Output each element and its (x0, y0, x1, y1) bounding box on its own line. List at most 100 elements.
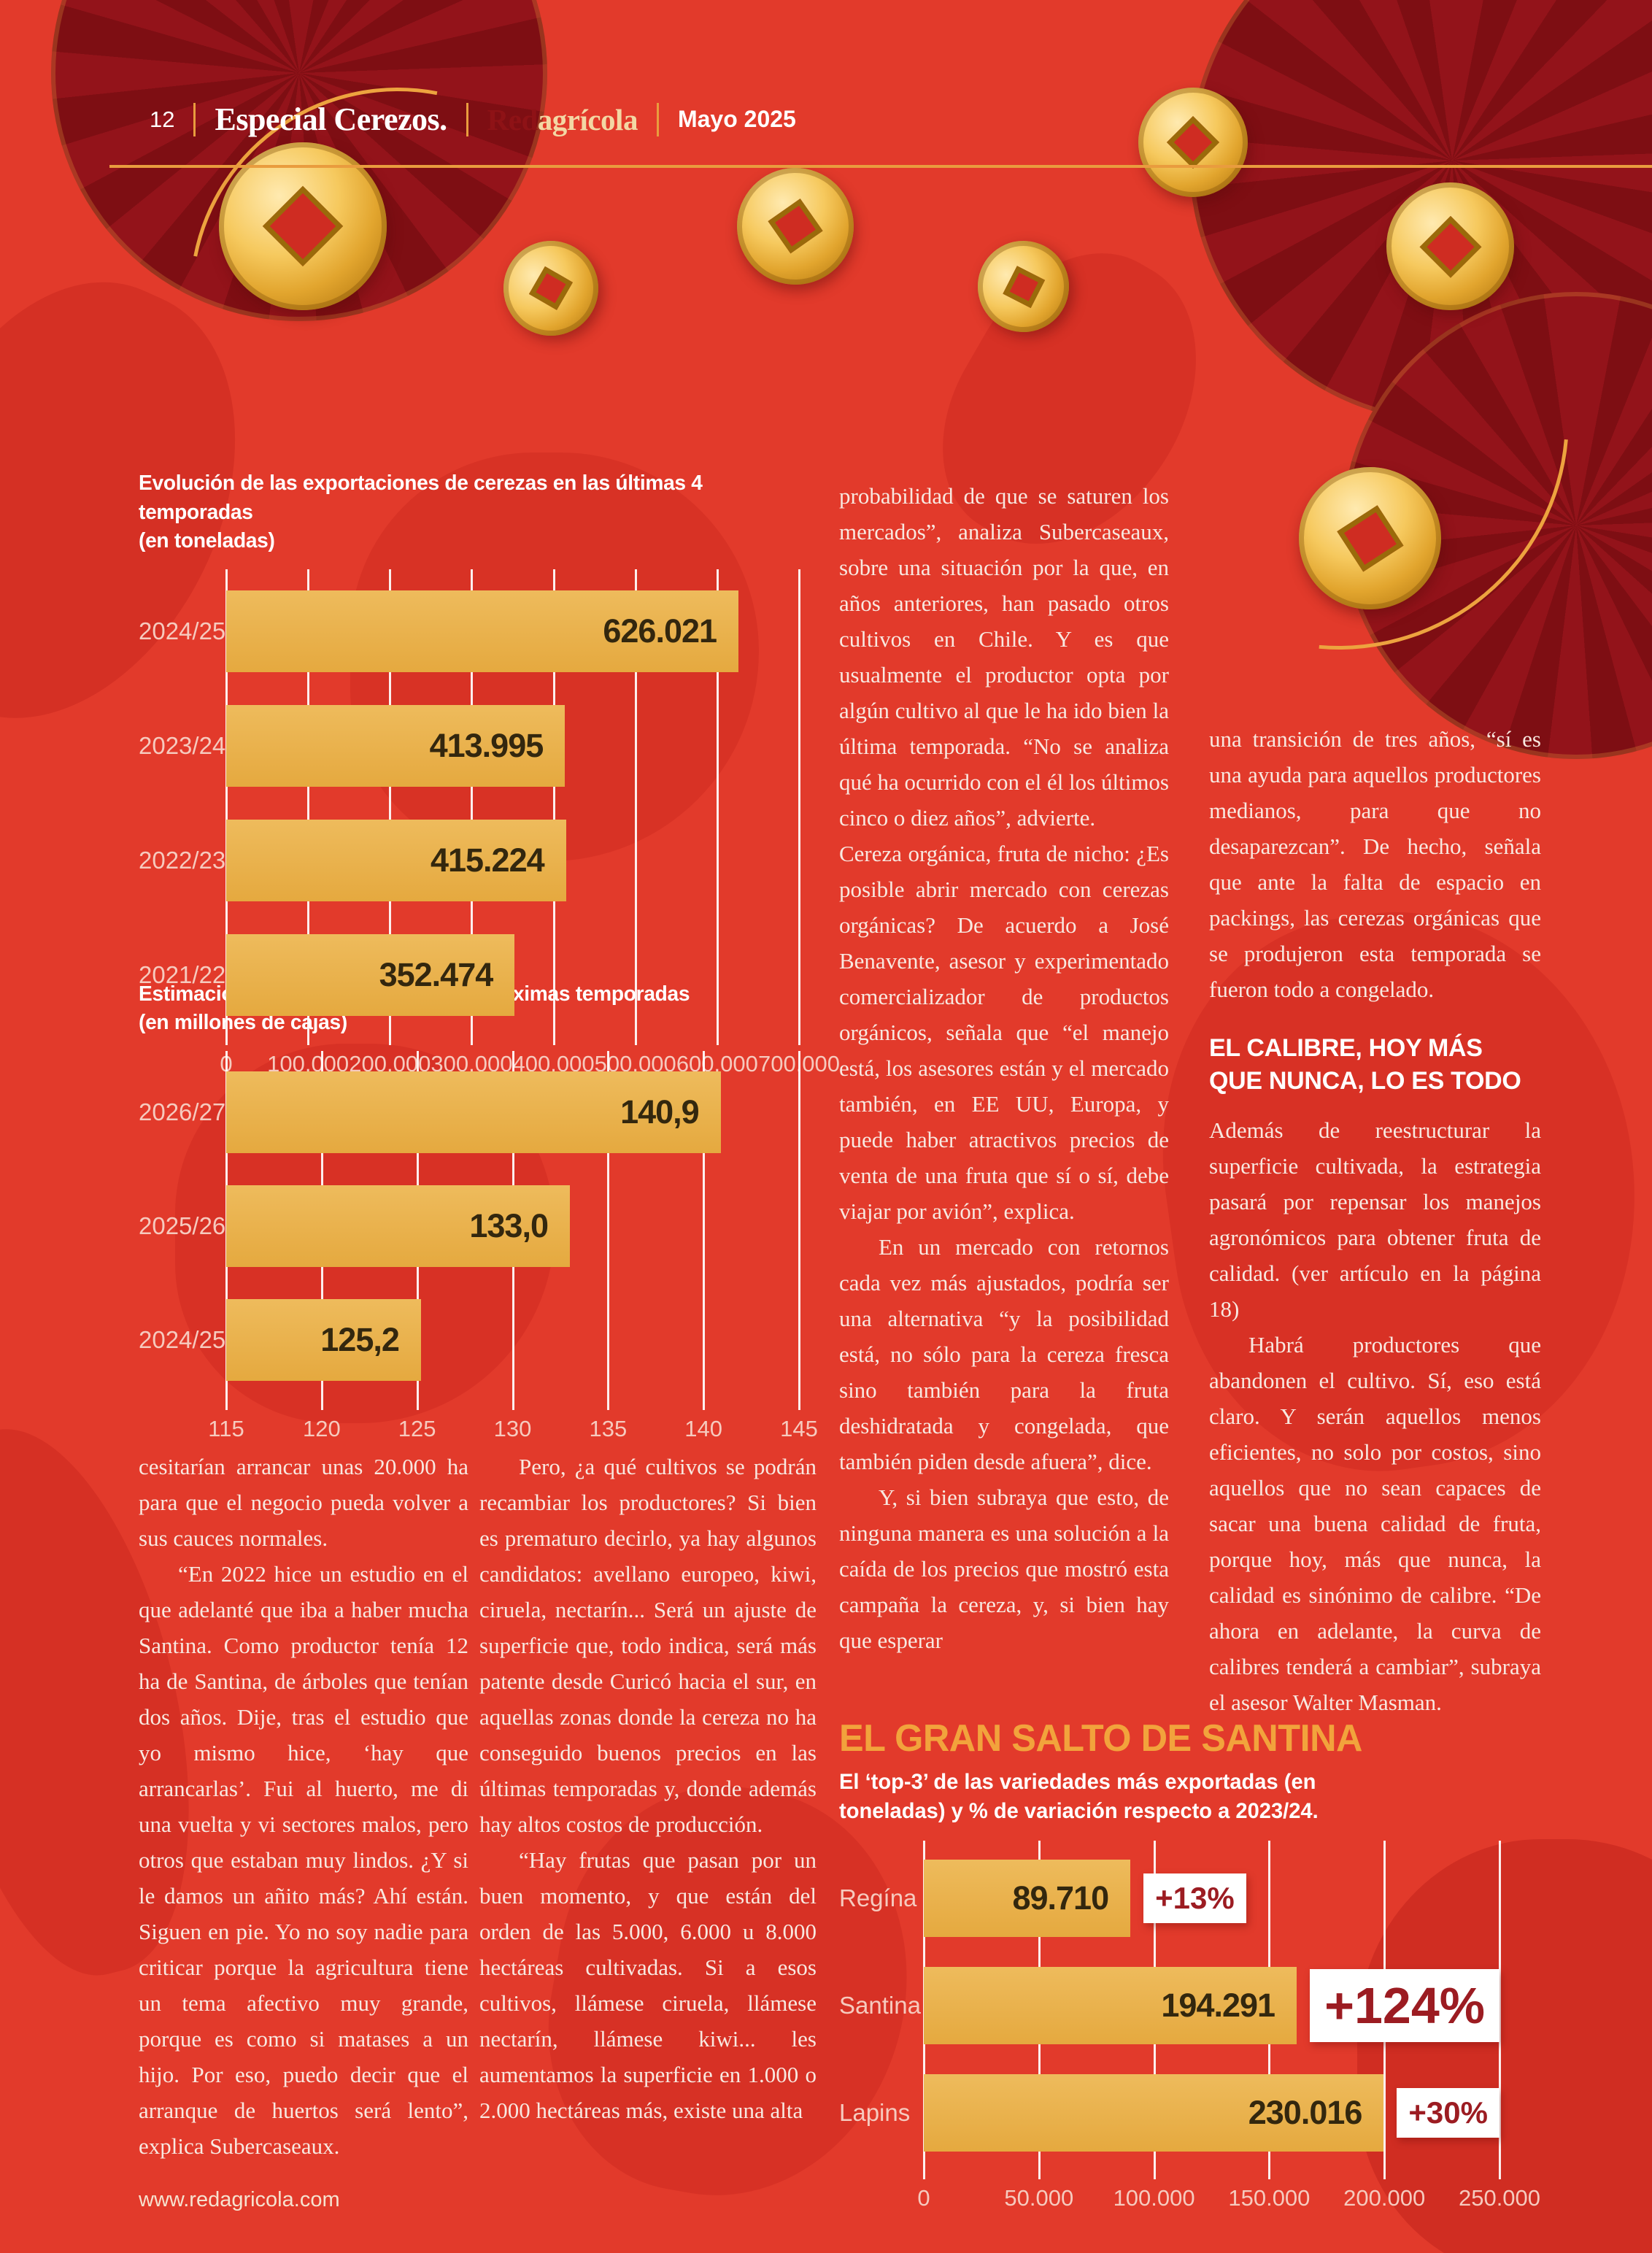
production-chart-plot: 115 120 125 130 135 140 145 2026/27 140,9 2025/26… (139, 1051, 818, 1449)
bar-value-label: 230.016 (1248, 2093, 1363, 2131)
gridline (389, 569, 392, 1045)
brand-logo-red: Red (487, 102, 539, 136)
header-divider (656, 102, 659, 136)
gold-coin-icon (1138, 88, 1248, 197)
chart-row: 2024/25 125,2 (139, 1283, 799, 1397)
bar-value-label: 415.224 (430, 841, 545, 879)
exports-chart-plot: 0100.000200.000300.000400.000500.000600.… (139, 569, 840, 1085)
issue-date: Mayo 2025 (677, 106, 796, 132)
chart-title: Evolución de las exportaciones de cereza… (139, 471, 703, 524)
paragraph: Habrá productores que abandonen el culti… (1209, 1332, 1541, 1715)
axis-tick-label: 100.000 (1113, 2185, 1195, 2211)
footer-url: www.redagricola.com (139, 2188, 340, 2211)
chart-row: 2021/22 352.474 (139, 917, 799, 1032)
gold-coin-icon (1386, 182, 1514, 310)
bar-value-label: 89.710 (1012, 1879, 1109, 1917)
bar-value-label: 125,2 (320, 1321, 400, 1358)
category-label: Lapins (839, 2098, 911, 2126)
paragraph: Pero, ¿a qué cultivos se podrán recambia… (479, 1454, 817, 1837)
paper-fan-icon (1189, 0, 1652, 423)
paragraph: probabilidad de que se saturen los merca… (839, 483, 1169, 831)
bar-track: 89.710 +13% (924, 1845, 1499, 1952)
chart-row: 2026/27 140,9 (139, 1055, 799, 1169)
category-label: 2021/22 (139, 960, 226, 988)
brand-logo-rest: agrícola (537, 102, 638, 136)
bar-2023-24: 413.995 (226, 704, 566, 787)
paragraph: Cereza orgánica, fruta de nicho: ¿Es pos… (839, 841, 1169, 1224)
axis-tick-label: 140 (684, 1416, 723, 1441)
exports-chart: Evolución de las exportaciones de cereza… (139, 469, 840, 1085)
bar-2022-23: 415.224 (226, 819, 566, 901)
chart-rows: 2024/25 626.021 2023/24 413.995 2022/23 415.2… (139, 574, 799, 1032)
section-heading: EL CALIBRE, HOY MÁS QUE NUNCA, LO ES TOD… (1209, 1034, 1521, 1095)
chart-row: Lapins 230.016 +30% (839, 2059, 1499, 2166)
axis-tick-label: 145 (780, 1416, 818, 1441)
axis-tick-label: 200.000 (1343, 2185, 1426, 2211)
bar-2021-22: 352.474 (226, 933, 515, 1016)
paragraph: cesitarían arrancar unas 20.000 ha para … (139, 1454, 468, 1551)
page-number: 12 (150, 106, 175, 132)
gridline (798, 1051, 800, 1410)
bar-track: 125,2 (226, 1283, 799, 1397)
category-label: Regína (839, 1884, 917, 1912)
chart-row: Regína 89.710 +13% (839, 1845, 1499, 1952)
category-label: 2025/26 (139, 1212, 226, 1239)
gridline (716, 569, 719, 1045)
bar-value-label: 413.995 (429, 726, 544, 764)
paragraph: “En 2022 hice un estudio en el que adela… (139, 1561, 468, 2159)
santina-section: EL GRAN SALTO DE SANTINA El ‘top-3’ de l… (839, 1717, 1540, 2225)
gold-coin-icon (965, 228, 1081, 344)
variation-badge: +30% (1397, 2087, 1499, 2138)
chart-rows: 2026/27 140,9 2025/26 133,0 2024/25 125,2 (139, 1055, 799, 1397)
paragraph: En un mercado con retornos cada vez más … (839, 1234, 1169, 1474)
bar-value-label: 626.021 (603, 612, 717, 650)
bar-track: 230.016 +30% (924, 2059, 1499, 2166)
axis-tick-label: 0 (917, 2185, 930, 2211)
bar-2024-25: 125,2 (226, 1299, 421, 1381)
bar-track: 194.291 +124% (924, 1952, 1499, 2060)
category-label: 2024/25 (139, 617, 226, 644)
axis-tick-label: 120 (302, 1416, 341, 1441)
header-rule (109, 165, 1652, 168)
axis-tick-label: 250.000 (1458, 2185, 1541, 2211)
chart-row: Santina 194.291 +124% (839, 1952, 1499, 2060)
santina-subtitle: El ‘top-3’ de las variedades más exporta… (839, 1770, 1319, 1823)
santina-title: EL GRAN SALTO DE SANTINA (839, 1717, 1362, 1760)
gold-coin-icon (493, 230, 609, 347)
gridline (1499, 1841, 1501, 2179)
gridline (307, 569, 310, 1045)
gridline (225, 569, 228, 1045)
production-chart: Estimaciones de producción en las próxim… (139, 979, 818, 1449)
gridline (703, 1051, 706, 1410)
bar-track: 140,9 (226, 1055, 799, 1169)
chart-subtitle: (en toneladas) (139, 529, 275, 552)
axis-tick-label: 50.000 (1004, 2185, 1074, 2211)
chart-row: 2023/24 413.995 (139, 688, 799, 803)
gridline (634, 569, 637, 1045)
chart-row: 2022/23 415.224 (139, 803, 799, 917)
category-label: 2024/25 (139, 1326, 226, 1353)
bar-reg-na: 89.710 (924, 1860, 1131, 1938)
paragraph: una transición de tres años, “sí es una … (1209, 726, 1541, 1002)
paper-fan-icon (1343, 292, 1652, 759)
gridline (798, 569, 800, 1045)
variation-badge: +124% (1310, 1969, 1499, 2042)
bar-value-label: 352.474 (379, 955, 494, 993)
section-title: Especial Cerezos. (215, 101, 447, 137)
chart-row: 2025/26 133,0 (139, 1169, 799, 1283)
gold-coin-icon (1285, 453, 1455, 623)
category-label: Santina (839, 1992, 921, 2019)
article-column-center: probabilidad de que se saturen los merca… (839, 478, 1169, 1658)
axis-tick-label: 125 (398, 1416, 436, 1441)
santina-chart-plot: 0 50.000 100.000 150.000 200.000 250.000 Regín… (839, 1841, 1540, 2225)
gridline (471, 569, 474, 1045)
paragraph: Y, si bien subraya que esto, de ninguna … (839, 1484, 1169, 1653)
axis-tick-label: 135 (589, 1416, 628, 1441)
bar-value-label: 140,9 (620, 1093, 700, 1131)
bar-2025-26: 133,0 (226, 1185, 570, 1267)
gridline (607, 1051, 610, 1410)
header-divider (466, 102, 468, 136)
chart-row: 2024/25 626.021 (139, 574, 799, 688)
article-column-left: cesitarían arrancar unas 20.000 ha para … (139, 1449, 468, 2164)
